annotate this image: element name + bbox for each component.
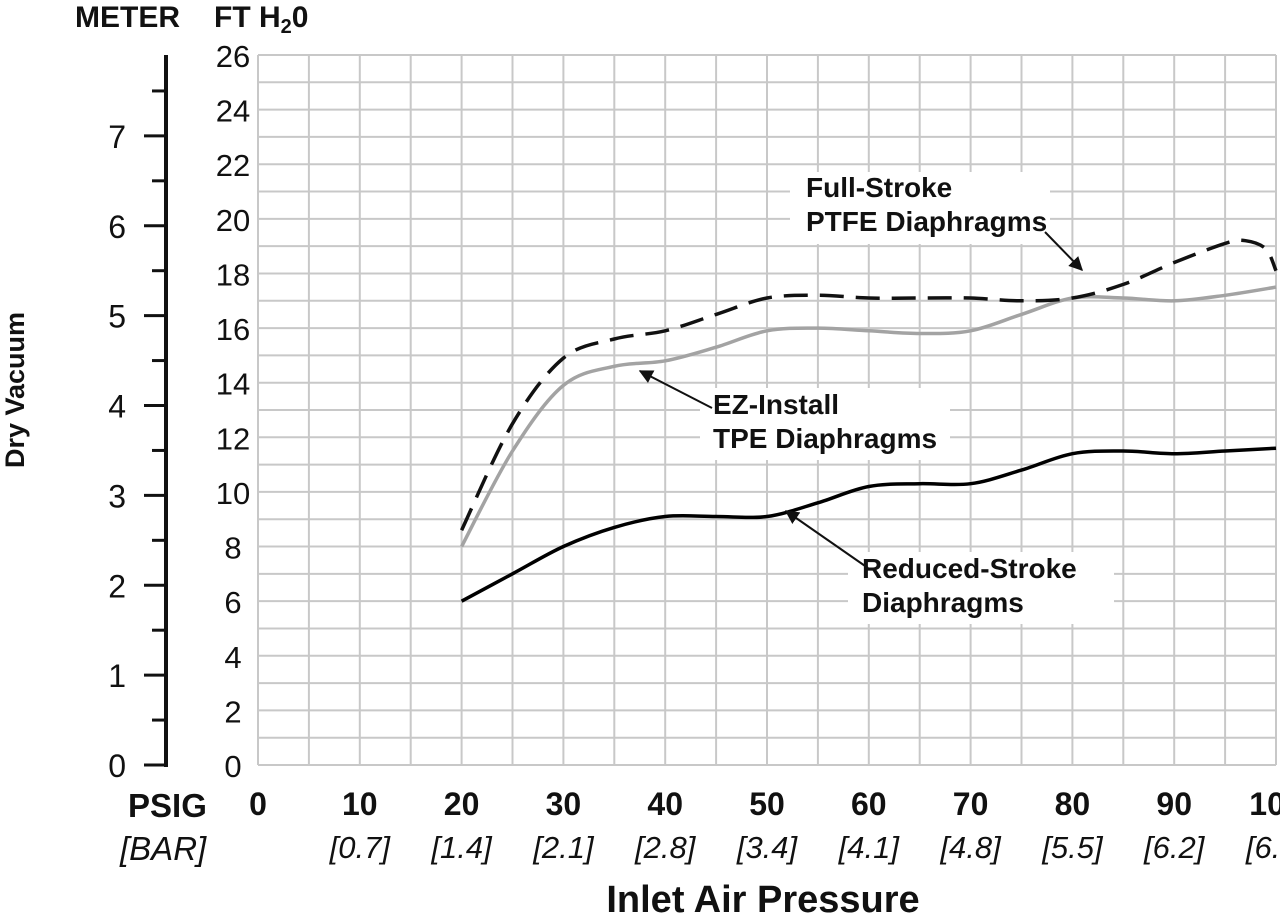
series-lines (460, 238, 1278, 603)
x-axis-title: Inlet Air Pressure (606, 879, 919, 918)
ft-h2o-unit-label: FT H20 (214, 1, 308, 38)
label-reduced-stroke-bg (848, 552, 1114, 624)
ft-tick-label: 24 (216, 94, 250, 129)
label-full-stroke-ptfe-line1: Full-Stroke (806, 172, 952, 203)
label-full-stroke-ptfe-line2: PTFE Diaphragms (806, 206, 1047, 237)
x-bar-tick-label: [4.1] (838, 830, 901, 865)
x-tick-label: 80 (1055, 786, 1091, 822)
meter-tick-label: 3 (108, 478, 126, 514)
x-bar-tick-label: [2.8] (634, 830, 697, 865)
x-bar-tick-label: [2.1] (532, 830, 595, 865)
series-reduced-stroke (460, 446, 1277, 603)
x-bar-tick-label: [5.5] (1041, 830, 1104, 865)
label-full-stroke-ptfe-arrow (1044, 231, 1083, 272)
label-reduced-stroke-line2: Diaphragms (862, 587, 1024, 618)
x-tick-label: 90 (1156, 786, 1192, 822)
psig-unit-label: PSIG (128, 787, 207, 824)
meter-tick-label: 4 (108, 389, 126, 425)
x-bar-tick-label: [6.2] (1143, 830, 1206, 865)
ft-tick-label: 20 (216, 203, 250, 238)
ft-tick-label: 18 (216, 257, 250, 292)
ft-tick-label: 22 (216, 148, 250, 183)
label-ez-install-tpe-bg (700, 388, 950, 460)
ft-tick-label: 14 (216, 367, 250, 402)
x-bar-tick-label: [6.9] (1245, 830, 1280, 865)
x-tick-label: 0 (249, 786, 267, 822)
x-bar-tick-label: [1.4] (430, 830, 493, 865)
label-ez-install-tpe-arrow (638, 370, 713, 409)
label-ez-install-tpe-line2: TPE Diaphragms (713, 423, 937, 454)
meter-tick-label: 7 (108, 119, 126, 155)
x-tick-label: 10 (342, 786, 378, 822)
x-tick-label: 100 (1249, 786, 1280, 822)
series-ez-install-tpe (460, 285, 1277, 548)
ft-tick-label: 6 (224, 585, 241, 620)
meter-unit-label: METER (75, 1, 180, 34)
x-tick-label: 70 (953, 786, 989, 822)
ft-tick-label: 4 (224, 640, 241, 675)
ft-tick-label: 12 (216, 421, 250, 456)
x-bar-tick-label: [3.4] (736, 830, 799, 865)
ft-tick-label: 10 (216, 476, 250, 511)
ft-tick-label: 0 (224, 749, 241, 784)
series-full-stroke-ptfe (460, 238, 1278, 531)
label-reduced-stroke-arrow (784, 510, 869, 569)
x-tick-label: 20 (444, 786, 480, 822)
meter-tick-label: 6 (108, 209, 126, 245)
x-bar-tick-label: [4.8] (939, 830, 1002, 865)
x-tick-label: 30 (546, 786, 582, 822)
ft-tick-label: 2 (224, 694, 241, 729)
ft-tick-label: 26 (216, 39, 250, 74)
x-tick-label: 50 (749, 786, 785, 822)
meter-tick-label: 0 (108, 748, 126, 784)
meter-tick-label: 5 (108, 299, 126, 335)
label-reduced-stroke-line1: Reduced-Stroke (862, 553, 1077, 584)
label-full-stroke-ptfe-bg (790, 172, 1050, 244)
ft-tick-label: 16 (216, 312, 250, 347)
meter-tick-label: 1 (108, 658, 126, 694)
y-axis-title: Dry Vacuum (0, 312, 30, 468)
x-tick-label: 40 (647, 786, 683, 822)
x-bar-tick-label: [0.7] (329, 830, 392, 865)
ft-tick-label: 8 (224, 531, 241, 566)
bar-unit-label: [BAR] (119, 830, 207, 867)
meter-tick-label: 2 (108, 568, 126, 604)
label-ez-install-tpe-line1: EZ-Install (713, 389, 839, 420)
x-tick-label: 60 (851, 786, 887, 822)
